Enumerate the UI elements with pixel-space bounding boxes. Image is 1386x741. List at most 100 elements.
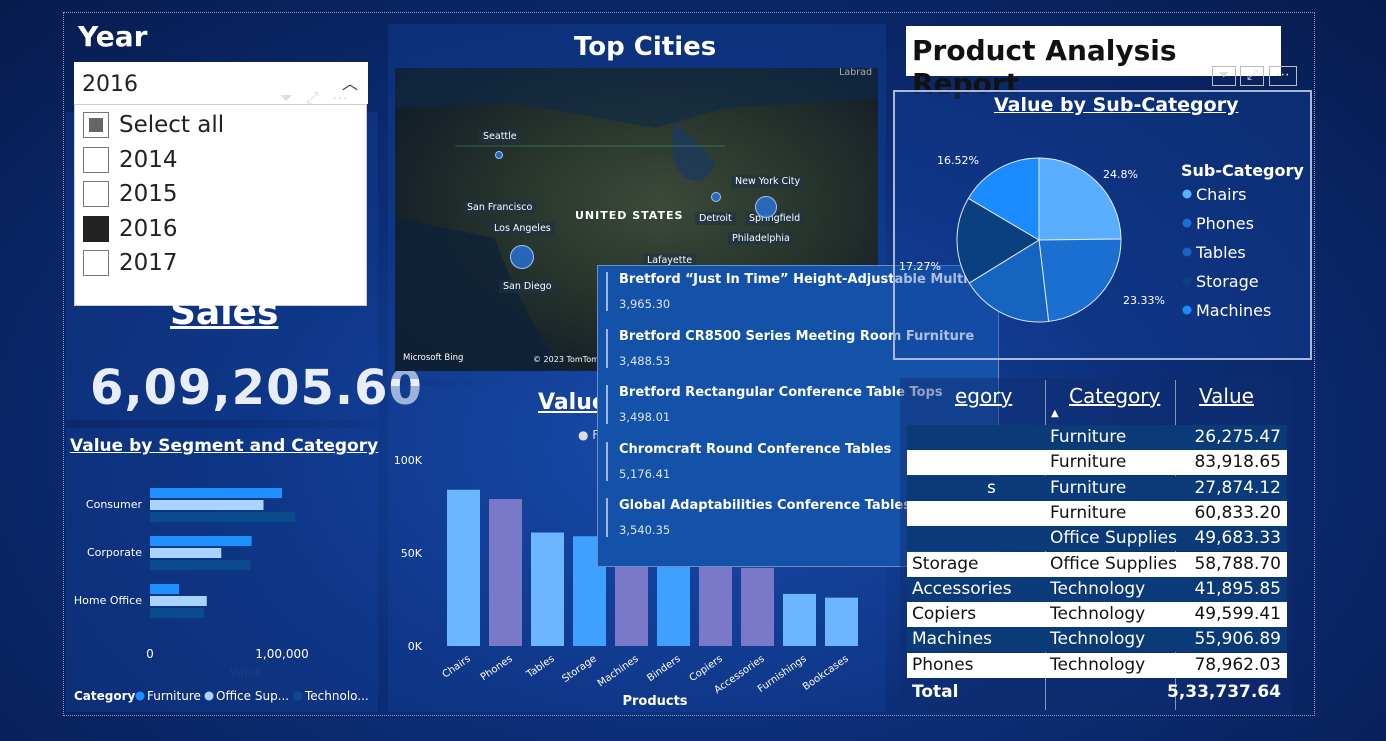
tooltip-item: Bretford CR8500 Series Meeting Room Furn… [606, 328, 986, 368]
report-title: Product Analysis Report [906, 26, 1281, 100]
table-cell-subcategory: Storage [912, 553, 979, 574]
product-bar [741, 567, 774, 646]
legend-marker [293, 691, 303, 701]
checkbox[interactable] [83, 112, 109, 138]
table-cell-category: Furniture [1050, 502, 1127, 523]
checkbox[interactable] [83, 146, 109, 173]
pie-legend-marker [1182, 276, 1192, 286]
table-row[interactable]: Copiers Technology 49,599.41 [907, 602, 1287, 628]
product-tick-label: Chairs [441, 653, 473, 680]
year-option[interactable]: 2015 [83, 179, 178, 209]
checkbox[interactable] [83, 215, 109, 242]
year-option-label: 2016 [119, 215, 178, 242]
sub-category-pie-chart: 24.8% 23.33% 17.27% 16.52% Sub-Category Chair… [899, 154, 1304, 323]
legend-item: Technolo... [304, 689, 369, 703]
legend-title: Category [74, 689, 136, 703]
table-cell-value: 41,895.85 [1194, 578, 1281, 599]
year-option-label: 2017 [119, 250, 178, 276]
table-header: egory Category Value ▲ [907, 380, 1287, 710]
table-row[interactable]: s Furniture 27,874.12 [907, 475, 1287, 501]
table-header-value[interactable]: Value [1199, 384, 1254, 408]
tooltip-item-value: 5,176.41 [619, 466, 671, 481]
year-option[interactable]: 2017 [83, 248, 178, 278]
year-option[interactable]: Select all [83, 110, 224, 140]
table-cell-category: Technology [1050, 654, 1146, 675]
table-cell-category: Furniture [1050, 452, 1127, 473]
pie-legend-item: Storage [1196, 272, 1259, 291]
product-bar [657, 553, 690, 646]
products-bar-chart: 100K 50K 0K Chairs Phones Tables StorageMachin… [394, 454, 858, 709]
table-total-row: Total 5,33,737.64 [907, 680, 1287, 705]
city-bubble[interactable] [510, 245, 534, 269]
map-copyright: © 2023 TomTom, [533, 355, 602, 364]
year-option[interactable]: 2014 [83, 145, 178, 175]
segment-bar [150, 488, 282, 498]
filter-icon[interactable]: ⏷ [1212, 66, 1236, 86]
table-cell-value: 60,833.20 [1194, 502, 1281, 523]
table-cell-category: Furniture [1050, 427, 1127, 447]
table-row[interactable]: Office Supplies 49,683.33 [907, 526, 1287, 552]
year-option[interactable]: 2016 [83, 214, 178, 244]
segment-bar [150, 512, 296, 522]
city-bubble[interactable] [711, 192, 721, 202]
focus-mode-icon[interactable]: ⤢ [305, 88, 319, 107]
checkbox[interactable] [83, 181, 109, 207]
segment-bar [150, 596, 207, 606]
table-row[interactable]: Machines Technology 55,906.89 [907, 627, 1287, 653]
table-cell-subcategory: Copiers [912, 604, 977, 625]
year-option-label: 2015 [119, 181, 178, 207]
pie-slice [1038, 238, 1122, 322]
tooltip-item: Bretford Rectangular Conference Table To… [606, 385, 986, 424]
y-tick-label: 100K [394, 454, 423, 467]
city-label: San Francisco [463, 201, 537, 214]
product-bar [699, 553, 732, 646]
table-cell-subcategory: Machines [912, 629, 993, 650]
pie-legend-title: Sub-Category [1181, 161, 1304, 180]
city-bubble[interactable] [755, 196, 777, 218]
slicer-header-tools: ⏷ ⤢ ⋯ [280, 88, 348, 108]
table-row[interactable]: Furniture 60,833.20 [907, 500, 1287, 526]
year-slicer-dropdown[interactable]: 2016 ︿ [74, 62, 368, 104]
table-cell-category: Office Supplies [1050, 528, 1177, 549]
table-cell-value: 55,906.89 [1194, 629, 1281, 650]
year-slicer-title: Year [78, 20, 148, 53]
product-bar [783, 593, 816, 646]
products-legend-partial: ● F [578, 428, 600, 442]
x-axis-title: Products [622, 694, 687, 709]
pie-slice [956, 197, 1040, 284]
segment-bar [150, 560, 251, 570]
legend-item: Furniture [147, 689, 201, 703]
city-bubble[interactable] [495, 151, 503, 159]
sort-ascending-icon[interactable]: ▲ [1051, 408, 1059, 419]
table-header-category[interactable]: Category [1069, 384, 1161, 408]
table-cell-category: Technology [1050, 604, 1146, 625]
table-row[interactable]: Phones Technology 78,962.03 [907, 652, 1287, 678]
year-option-label: Select all [119, 112, 225, 138]
focus-mode-icon[interactable]: ⤢ [1240, 66, 1265, 86]
pie-legend-marker [1182, 189, 1192, 199]
table-row[interactable]: Furniture 83,918.65 [907, 450, 1287, 476]
segment-category-label: Corporate [87, 546, 142, 559]
legend-marker [204, 691, 214, 701]
tooltip-item-name: Bretford Rectangular Conference Table To… [619, 385, 943, 400]
filter-icon[interactable]: ⏷ [280, 88, 293, 107]
city-label: San Diego [499, 280, 556, 293]
x-tick-label: 0 [146, 647, 154, 661]
table-row[interactable]: Storage Office Supplies 58,788.70 [907, 551, 1287, 577]
year-option-label: 2014 [119, 146, 178, 173]
city-label: New York City [731, 175, 805, 188]
checkbox[interactable] [83, 250, 109, 276]
table-row[interactable]: Accessories Technology 41,895.85 [907, 576, 1287, 602]
more-options-icon[interactable]: ⋯ [1268, 66, 1297, 86]
pie-chart-title: Value by Sub-Category [994, 94, 1239, 116]
more-options-icon[interactable]: ⋯ [331, 88, 348, 107]
chevron-up-icon[interactable]: ︿ [341, 74, 358, 93]
pie-legend-item: Machines [1196, 301, 1271, 320]
table-row[interactable]: Furniture 26,275.47 [907, 425, 1287, 450]
segment-bar [150, 584, 180, 594]
table-header-subcategory[interactable]: egory [955, 384, 1013, 408]
tooltip-item-value: 3,488.53 [619, 353, 671, 368]
city-label: Los Angeles [490, 222, 555, 235]
segment-bar [150, 500, 264, 510]
pie-slice [968, 239, 1050, 323]
